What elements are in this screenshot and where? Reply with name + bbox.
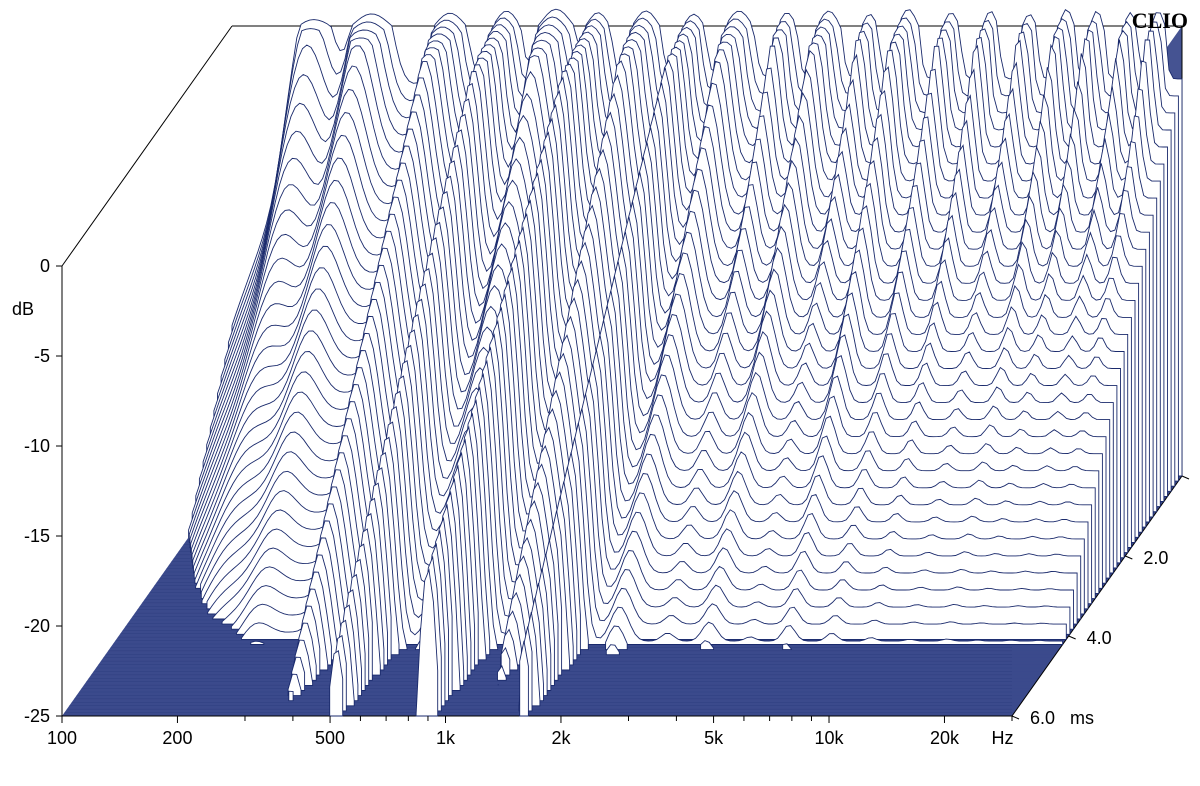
y-axis-label: dB	[12, 299, 34, 319]
x-axis-label: Hz	[991, 728, 1013, 748]
waterfall-plot: 0 -5 -10 -15 -20 -25 dB 100 200 500 1k 2k 5k 10k 20k Hz…	[0, 0, 1200, 786]
y-tick-label: -10	[24, 436, 50, 456]
x-tick-label: 200	[162, 728, 192, 748]
y-tick-label: -15	[24, 526, 50, 546]
z-axis-label: ms	[1070, 708, 1094, 728]
slices	[189, 9, 1182, 716]
x-tick-label: 20k	[930, 728, 960, 748]
z-tick-label: 2.0	[1143, 548, 1168, 568]
z-tick-label: 6.0	[1030, 708, 1055, 728]
x-tick-label: 5k	[704, 728, 724, 748]
y-tick-label: 0	[40, 256, 50, 276]
y-tick-label: -25	[24, 706, 50, 726]
z-tick-label: 4.0	[1087, 628, 1112, 648]
x-tick-label: 10k	[815, 728, 845, 748]
x-tick-label: 2k	[551, 728, 571, 748]
brand-label: CLIO	[1132, 8, 1188, 33]
x-tick-label: 100	[47, 728, 77, 748]
y-tick-label: -20	[24, 616, 50, 636]
x-tick-label: 500	[315, 728, 345, 748]
x-tick-label: 1k	[436, 728, 456, 748]
y-tick-label: -5	[34, 346, 50, 366]
